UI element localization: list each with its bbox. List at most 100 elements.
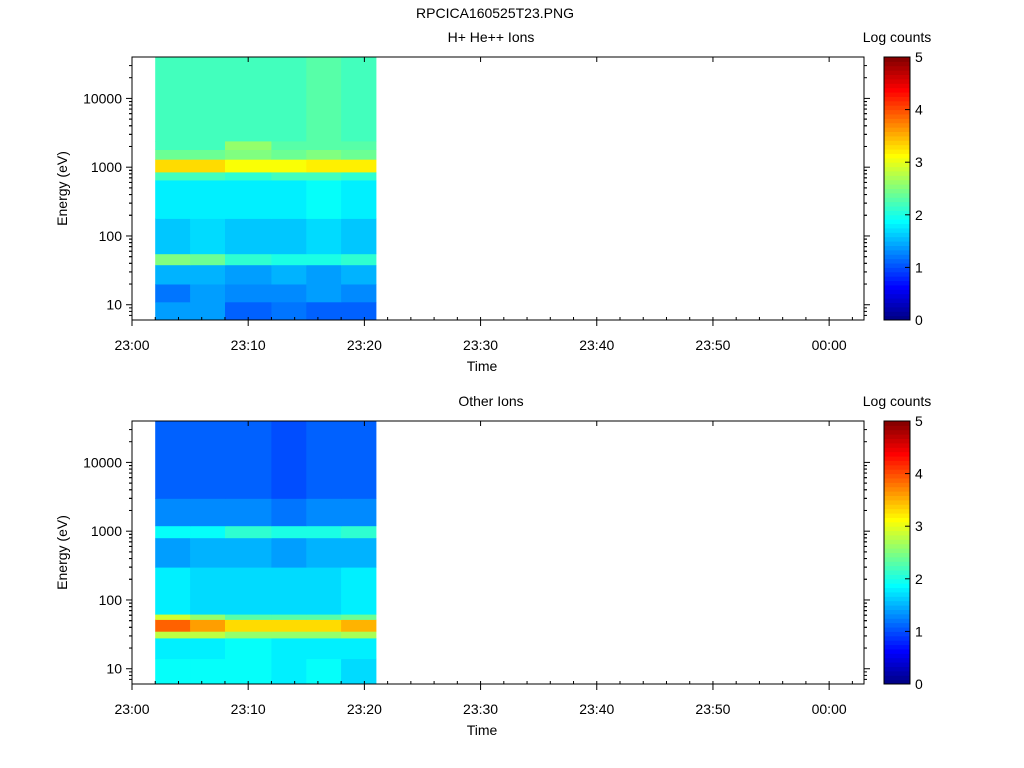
- colorbar-segment: [884, 210, 910, 216]
- heatmap-cell: [155, 638, 191, 660]
- heatmap-cell: [341, 631, 377, 639]
- colorbar-segment: [884, 570, 910, 575]
- colorbar-segment: [884, 644, 910, 650]
- spectrogram-panel-1: 23:00 23:10 23:20 23:30 23:40 23:50 00:0010100…: [54, 29, 931, 374]
- heatmap-cell: [225, 525, 272, 539]
- plot-frame: [131, 420, 865, 685]
- heatmap-cell: [190, 159, 226, 173]
- heatmap-cell: [190, 149, 226, 160]
- colorbar-segment: [884, 96, 910, 102]
- colorbar-tick-label: 1: [915, 259, 923, 275]
- heatmap-cell: [190, 301, 226, 321]
- heatmap-cell: [341, 264, 377, 285]
- heatmap-cell: [341, 284, 377, 303]
- heatmap-cell: [190, 658, 226, 685]
- heatmap-cell: [306, 253, 342, 266]
- colorbar-frame: [883, 56, 911, 321]
- heatmap-cell: [341, 57, 377, 142]
- colorbar-tick-label: 4: [915, 102, 923, 118]
- heatmap-cell: [155, 253, 191, 266]
- colorbar-segment: [884, 179, 910, 185]
- colorbar-segment: [884, 473, 910, 479]
- heatmap-cell: [306, 619, 342, 632]
- colorbar-segment: [884, 162, 910, 168]
- heatmap-cell: [271, 631, 307, 639]
- colorbar-segment: [884, 113, 910, 119]
- heatmap-cell: [306, 567, 342, 615]
- colorbar-tick-label: 2: [915, 207, 923, 223]
- colorbar-segment: [884, 219, 910, 225]
- heatmap-cell: [306, 638, 342, 660]
- colorbar-segment: [884, 508, 910, 514]
- heatmap-cell: [306, 180, 342, 219]
- colorbar-segment: [884, 157, 910, 163]
- colorbar-segment: [884, 583, 910, 589]
- heatmap-cell: [306, 614, 342, 620]
- colorbar-segment: [884, 521, 910, 527]
- panel-title: Other Ions: [458, 393, 523, 409]
- colorbar-tick-label: 0: [915, 676, 923, 692]
- colorbar-segment: [884, 609, 910, 615]
- colorbar-segment: [884, 679, 910, 685]
- heatmap-cell: [155, 658, 191, 685]
- colorbar-segment: [884, 271, 910, 277]
- colorbar-segment: [884, 197, 910, 203]
- heatmap-cell: [155, 284, 191, 303]
- colorbar-segment: [884, 61, 910, 67]
- heatmap-cell: [190, 614, 226, 620]
- heatmap-cell: [271, 301, 307, 321]
- colorbar-segment: [884, 92, 910, 97]
- heatmap-cell: [190, 264, 226, 285]
- colorbar-tick-label: 5: [915, 49, 923, 65]
- colorbar-segment: [884, 675, 910, 681]
- heatmap-cell: [341, 614, 377, 620]
- colorbar-tick-label: 0: [915, 312, 923, 328]
- colorbar-segment: [884, 170, 910, 176]
- colorbar-segment: [884, 631, 910, 637]
- colorbar: 0 1 2 3 4 5 Log counts: [863, 393, 932, 692]
- heatmap-cell: [155, 619, 191, 632]
- colorbar-segment: [884, 232, 910, 238]
- heatmap-cell: [190, 141, 226, 150]
- y-tick-label: 100: [99, 592, 123, 608]
- colorbar-segment: [884, 543, 910, 549]
- colorbar: 0 1 2 3 4 5 Log counts: [863, 29, 932, 328]
- heatmap-cell: [306, 218, 342, 255]
- colorbar-segment: [884, 100, 910, 106]
- heatmap-cell: [225, 638, 272, 660]
- heatmap-cell: [271, 149, 307, 160]
- heatmap-cell: [271, 253, 307, 266]
- colorbar-tick-label: 3: [915, 518, 923, 534]
- x-axis-label: Time: [467, 722, 498, 738]
- colorbar-segment: [884, 469, 910, 475]
- colorbar-frame: [883, 420, 911, 685]
- colorbar-segment: [884, 236, 910, 242]
- x-tick-label: 23:40: [579, 337, 614, 353]
- x-tick-label: 23:50: [695, 337, 730, 353]
- heatmap-cell: [271, 638, 307, 660]
- colorbar-segment: [884, 662, 910, 667]
- y-tick-label: 10000: [83, 90, 122, 106]
- heatmap-cell: [341, 218, 377, 255]
- heatmap-cell: [271, 498, 307, 527]
- colorbar-segment: [884, 70, 910, 76]
- colorbar-segment: [884, 640, 910, 646]
- heatmap-cell: [155, 57, 191, 142]
- heatmap-cell: [225, 658, 272, 685]
- colorbar-segment: [884, 499, 910, 505]
- heatmap-cell: [341, 658, 377, 685]
- heatmap-cell: [190, 498, 226, 527]
- heatmap-cell: [225, 141, 272, 150]
- colorbar-segment: [884, 267, 910, 273]
- heatmap-cell: [225, 537, 272, 568]
- colorbar-segment: [884, 464, 910, 470]
- colorbar-segment: [884, 78, 910, 84]
- x-tick-label: 23:30: [463, 701, 498, 717]
- y-tick-label: 100: [99, 228, 123, 244]
- x-tick-label: 23:30: [463, 337, 498, 353]
- heatmap-cell: [341, 638, 377, 660]
- heatmap-cell: [190, 525, 226, 539]
- heatmap-cell: [190, 638, 226, 660]
- heatmap-cell: [155, 498, 191, 527]
- colorbar-segment: [884, 486, 910, 492]
